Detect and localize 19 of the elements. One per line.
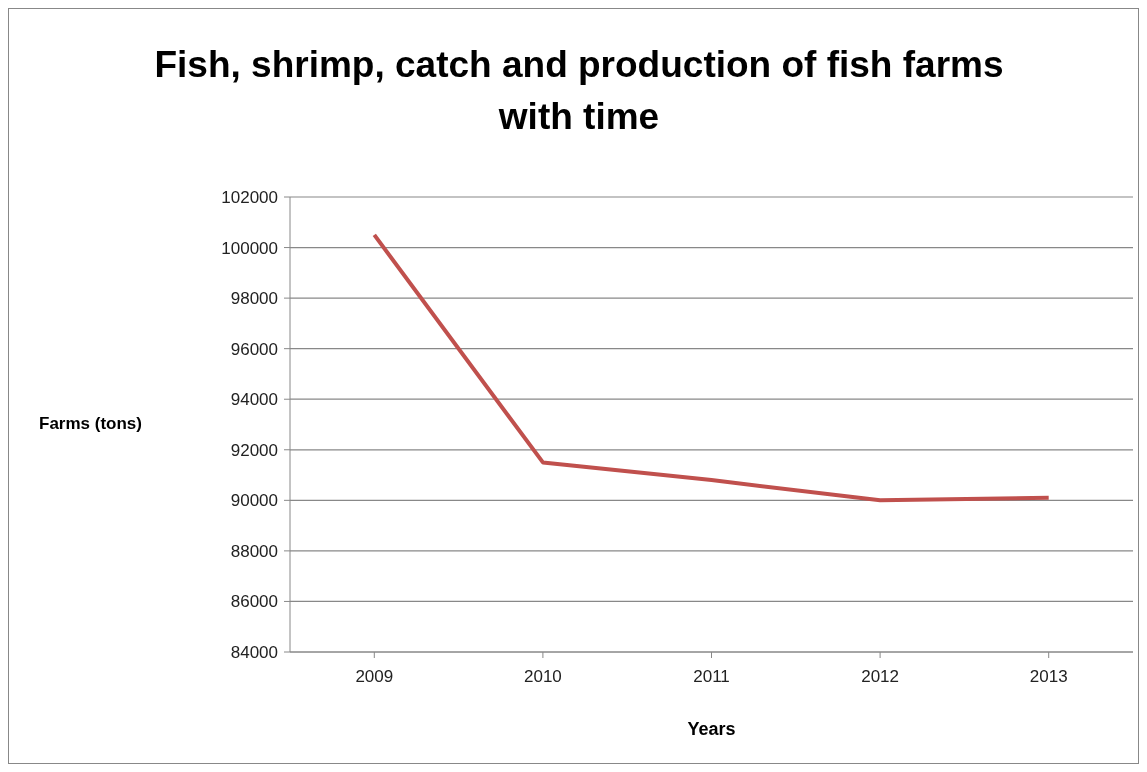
y-tick-label: 102000 — [221, 188, 278, 208]
x-tick-label: 2012 — [861, 667, 900, 687]
y-tick-label: 86000 — [230, 592, 278, 612]
y-tick-label: 96000 — [230, 339, 278, 359]
y-tick-label: 94000 — [230, 390, 278, 410]
y-tick-label: 100000 — [221, 238, 278, 258]
chart-title: Fish, shrimp, catch and production of fish farms with time — [153, 43, 1005, 139]
x-tick-label: 2011 — [693, 667, 730, 687]
y-tick-label: 90000 — [230, 491, 278, 511]
x-tick-label: 2010 — [523, 667, 562, 687]
line-series — [372, 232, 1051, 503]
y-tick-label: 98000 — [230, 289, 278, 309]
x-tick-label: 2013 — [1029, 667, 1068, 687]
y-axis-title: Farms (tons) — [39, 414, 142, 434]
x-axis-title: Years — [686, 719, 737, 740]
y-tick-label: 88000 — [230, 541, 278, 561]
x-tick-label: 2009 — [355, 667, 394, 687]
y-tick-label: 92000 — [230, 440, 278, 460]
y-tick-label: 84000 — [230, 643, 278, 663]
